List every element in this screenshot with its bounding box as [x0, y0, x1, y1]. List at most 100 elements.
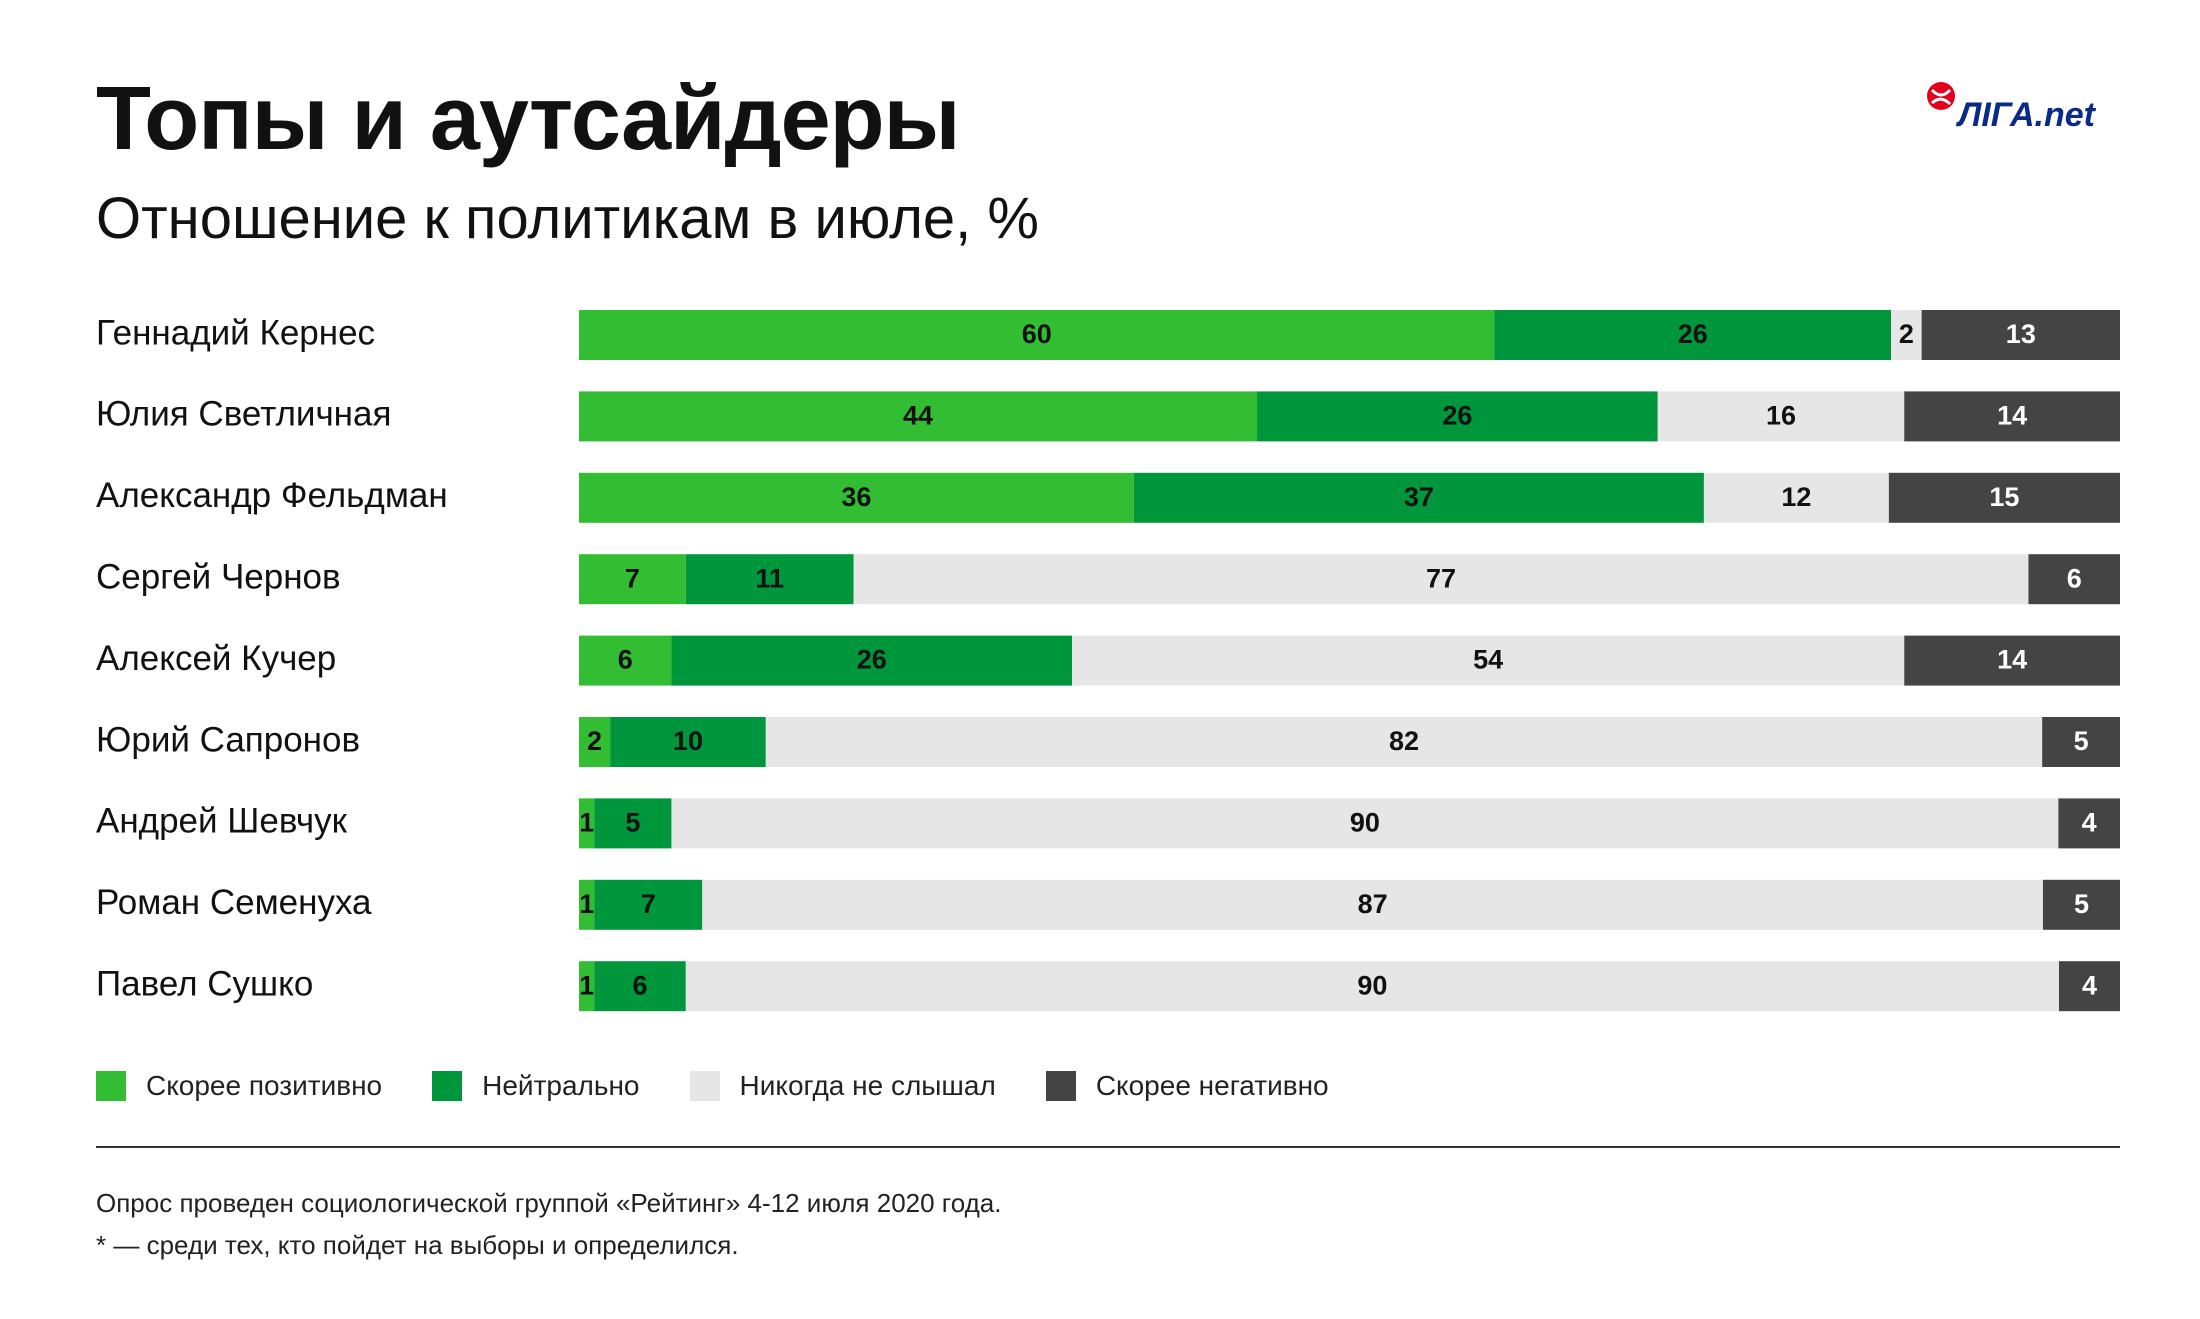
category-label: Юрий Сапронов: [96, 720, 360, 759]
chart-legend: Скорее позитивно Нейтрально Никогда не с…: [96, 1066, 1379, 1106]
data-label-s1-row-1: 60: [1022, 319, 1052, 349]
bar-segment-s1-row-2: [579, 391, 1258, 442]
category-label: Павел Сушко: [96, 964, 313, 1003]
bar-segment-s1-row-6: [579, 717, 611, 767]
data-label-s3-row-1: 2: [1899, 319, 1914, 349]
data-label-s3-row-3: 12: [1781, 482, 1811, 512]
bar-segment-s2-row-5: [671, 635, 1073, 686]
bar-segment-s4-row-3: [1888, 472, 2120, 523]
data-label-s2-row-9: 6: [633, 970, 648, 1000]
bar-segment-s2-row-7: [594, 798, 672, 849]
bar-segment-s3-row-4: [853, 554, 2029, 605]
legend-item-positive: Скорее позитивно: [96, 1070, 382, 1102]
legend-label-negative: Скорее негативно: [1095, 1070, 1329, 1101]
legend-label-never-heard: Никогда не слышал: [739, 1070, 996, 1101]
footer-divider: [96, 1146, 2120, 1148]
bar-segment-s3-row-1: [1891, 310, 1922, 360]
data-label-s3-row-7: 90: [1350, 808, 1380, 838]
data-label-s2-row-6: 10: [673, 726, 703, 756]
bar-segment-s3-row-2: [1657, 391, 1905, 442]
data-label-s4-row-3: 15: [1989, 482, 2019, 512]
bar-segment-s4-row-8: [2042, 879, 2120, 930]
legend-label-positive: Скорее позитивно: [146, 1070, 383, 1101]
category-label: Александр Фельдман: [96, 476, 448, 515]
data-label-s4-row-4: 6: [2067, 563, 2082, 593]
data-label-s1-row-6: 2: [587, 726, 602, 756]
legend-item-neutral: Нейтрально: [432, 1070, 640, 1102]
data-label-s2-row-2: 26: [1442, 401, 1472, 431]
legend-swatch-negative: [1045, 1071, 1076, 1101]
data-label-s1-row-9: 1: [579, 970, 594, 1000]
data-label-s2-row-5: 26: [857, 645, 887, 675]
data-label-s4-row-9: 4: [2082, 970, 2097, 1000]
data-label-s1-row-4: 7: [625, 563, 640, 593]
bar-segment-s1-row-3: [579, 472, 1134, 523]
legend-item-negative: Скорее негативно: [1045, 1070, 1329, 1102]
bar-segment-s1-row-4: [579, 554, 686, 605]
data-label-s4-row-1: 13: [2006, 319, 2036, 349]
chart-title: Топы и аутсайдеры: [96, 69, 960, 169]
data-label-s4-row-6: 5: [2074, 726, 2089, 756]
bar-segment-s4-row-7: [2058, 798, 2120, 849]
bar-segment-s4-row-1: [1921, 310, 2120, 360]
data-label-s4-row-8: 5: [2074, 889, 2089, 919]
bar-segment-s4-row-5: [1904, 635, 2120, 686]
chart-subtitle: Отношение к политикам в июле, %: [96, 186, 1039, 251]
data-label-s3-row-5: 54: [1473, 645, 1503, 675]
bar-segment-s2-row-9: [594, 961, 686, 1012]
bar-segment-s2-row-8: [594, 879, 703, 930]
category-label: Роман Семенуха: [96, 883, 372, 922]
bar-segment-s1-row-8: [579, 879, 595, 930]
data-label-s2-row-8: 7: [641, 889, 656, 919]
bar-segment-s3-row-9: [685, 961, 2059, 1012]
legend-label-neutral: Нейтрально: [482, 1070, 640, 1101]
data-label-s1-row-8: 1: [579, 889, 594, 919]
bar-segment-s4-row-4: [2028, 554, 2120, 605]
bar-segment-s3-row-8: [702, 879, 2043, 930]
bar-segment-s4-row-2: [1904, 391, 2120, 442]
bar-segment-s1-row-5: [579, 635, 672, 686]
category-label: Юлия Светличная: [96, 395, 391, 434]
category-label: Андрей Шевчук: [96, 802, 348, 841]
bar-segment-s1-row-7: [579, 798, 595, 849]
data-label-s1-row-2: 44: [903, 401, 933, 431]
data-label-s3-row-4: 77: [1426, 563, 1456, 593]
category-label: Геннадий Кернес: [96, 313, 375, 352]
bar-segment-s2-row-4: [685, 554, 854, 605]
data-label-s2-row-1: 26: [1678, 319, 1708, 349]
category-label: Сергей Чернов: [96, 557, 341, 596]
data-label-s1-row-5: 6: [618, 645, 633, 675]
legend-item-never-heard: Никогда не слышал: [689, 1070, 996, 1102]
data-label-s3-row-2: 16: [1766, 401, 1796, 431]
legend-swatch-neutral: [432, 1071, 463, 1101]
bar-segment-s3-row-6: [765, 717, 2043, 767]
data-label-s4-row-2: 14: [1997, 401, 2027, 431]
data-label-s1-row-7: 1: [579, 808, 594, 838]
legend-swatch-never-heard: [689, 1071, 720, 1101]
bar-segment-s3-row-5: [1072, 635, 1905, 686]
data-label-s3-row-8: 87: [1358, 889, 1388, 919]
data-label-s3-row-9: 90: [1357, 970, 1387, 1000]
bar-segment-s2-row-2: [1257, 391, 1658, 442]
bar-segment-s2-row-3: [1133, 472, 1704, 523]
bar-segment-s3-row-7: [671, 798, 2059, 849]
bar-segment-s4-row-9: [2058, 961, 2120, 1012]
bar-segment-s4-row-6: [2042, 717, 2120, 767]
bar-segment-s1-row-1: [579, 310, 1495, 360]
bar-segment-s1-row-9: [579, 961, 595, 1012]
source-note: Опрос проведен социологической группой «…: [96, 1188, 1002, 1218]
data-label-s1-row-3: 36: [841, 482, 871, 512]
bar-segment-s2-row-6: [610, 717, 766, 767]
category-label: Алексей Кучер: [96, 639, 336, 678]
footnote: * — среди тех, кто пойдет на выборы и оп…: [96, 1230, 739, 1260]
bar-segment-s2-row-1: [1494, 310, 1892, 360]
bar-segment-s3-row-3: [1703, 472, 1889, 523]
logo-text: ЛIГА.net: [1955, 96, 2097, 134]
legend-swatch-positive: [96, 1071, 126, 1101]
data-label-s2-row-4: 11: [755, 563, 784, 593]
data-label-s4-row-7: 4: [2082, 808, 2097, 838]
data-label-s3-row-6: 82: [1389, 726, 1419, 756]
data-label-s4-row-5: 14: [1997, 645, 2027, 675]
data-label-s2-row-7: 5: [625, 808, 640, 838]
